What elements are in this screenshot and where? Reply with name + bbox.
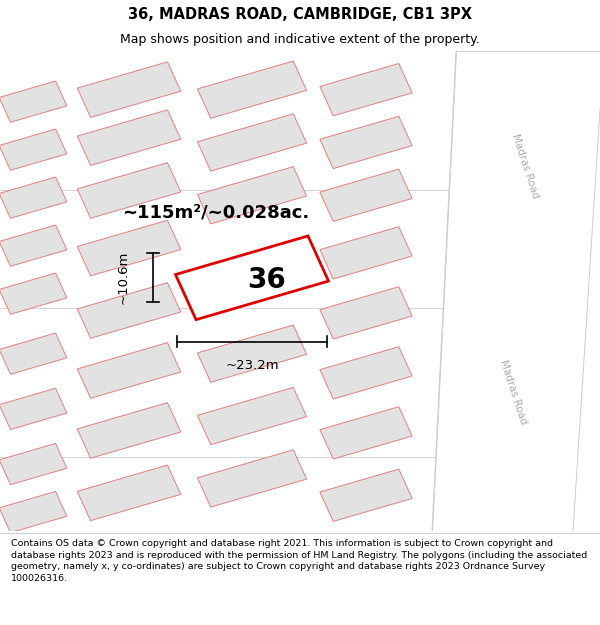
Text: ~10.6m: ~10.6m (116, 251, 130, 304)
Polygon shape (0, 333, 67, 374)
Text: 36: 36 (248, 266, 286, 294)
Polygon shape (320, 116, 412, 169)
Polygon shape (77, 62, 181, 118)
Text: ~23.2m: ~23.2m (225, 359, 279, 372)
Polygon shape (197, 450, 307, 507)
Text: Contains OS data © Crown copyright and database right 2021. This information is : Contains OS data © Crown copyright and d… (11, 539, 587, 583)
Polygon shape (320, 227, 412, 279)
Polygon shape (0, 81, 67, 122)
Polygon shape (197, 167, 307, 224)
Polygon shape (197, 61, 307, 118)
Polygon shape (175, 236, 329, 319)
Polygon shape (320, 347, 412, 399)
Text: ~115m²/~0.028ac.: ~115m²/~0.028ac. (122, 203, 310, 221)
Polygon shape (197, 325, 307, 382)
Polygon shape (0, 388, 67, 429)
Polygon shape (0, 273, 67, 314)
Polygon shape (0, 225, 67, 266)
Text: 36, MADRAS ROAD, CAMBRIDGE, CB1 3PX: 36, MADRAS ROAD, CAMBRIDGE, CB1 3PX (128, 7, 472, 22)
Polygon shape (432, 51, 600, 531)
Polygon shape (320, 169, 412, 221)
Polygon shape (320, 287, 412, 339)
Polygon shape (77, 220, 181, 276)
Polygon shape (0, 491, 67, 532)
Polygon shape (77, 162, 181, 218)
Polygon shape (0, 129, 67, 170)
Polygon shape (77, 402, 181, 458)
Polygon shape (320, 469, 412, 521)
Polygon shape (77, 465, 181, 521)
Polygon shape (0, 444, 67, 484)
Polygon shape (0, 177, 67, 218)
Polygon shape (77, 110, 181, 166)
Polygon shape (77, 282, 181, 338)
Polygon shape (77, 342, 181, 398)
Text: Madras Road: Madras Road (510, 133, 540, 200)
Text: Madras Road: Madras Road (498, 359, 528, 426)
Polygon shape (320, 64, 412, 116)
Polygon shape (197, 114, 307, 171)
Polygon shape (320, 407, 412, 459)
Polygon shape (197, 388, 307, 444)
Text: Map shows position and indicative extent of the property.: Map shows position and indicative extent… (120, 34, 480, 46)
